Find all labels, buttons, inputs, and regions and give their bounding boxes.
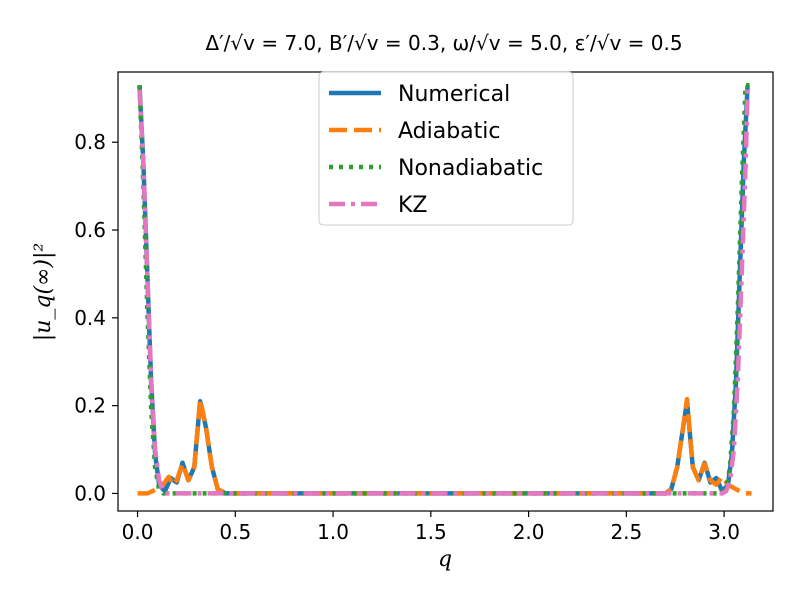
x-tick-label: 2.5 [610,520,642,544]
x-tick-label: 1.0 [317,520,349,544]
y-tick-label: 0.4 [74,306,106,330]
y-axis-label: |u_q(∞)|² [31,243,56,341]
legend-box [318,71,574,226]
legend-label-adiabatic: Adiabatic [398,119,501,144]
y-tick-label: 0.6 [74,218,106,242]
y-tick-label: 0.0 [74,481,106,505]
chart-title: Δ′/√v = 7.0, B′/√v = 0.3, ω/√v = 5.0, ε′… [205,31,682,55]
y-axis: 0.0 0.2 0.4 0.6 0.8 [74,130,118,505]
legend-label-kz: KZ [398,193,428,218]
series-line-adiabatic [137,396,752,496]
x-tick-label: 2.0 [513,520,545,544]
x-tick-label: 0.5 [219,520,251,544]
x-tick-label: 0.0 [122,520,154,544]
x-axis-label: q [438,547,452,572]
y-tick-label: 0.8 [74,130,106,154]
legend-label-nonadiabatic: Nonadiabatic [398,156,543,181]
x-axis: 0.0 0.5 1.0 1.5 2.0 2.5 3.0 [122,511,740,544]
y-tick-label: 0.2 [74,394,106,418]
x-tick-label: 3.0 [708,520,740,544]
series-layer [137,82,752,496]
x-tick-label: 1.5 [415,520,447,544]
legend-label-numerical: Numerical [398,82,510,107]
series-line-kz [137,89,750,496]
legend: Numerical Adiabatic Nonadiabatic KZ [318,71,574,226]
plot-area [117,71,774,512]
